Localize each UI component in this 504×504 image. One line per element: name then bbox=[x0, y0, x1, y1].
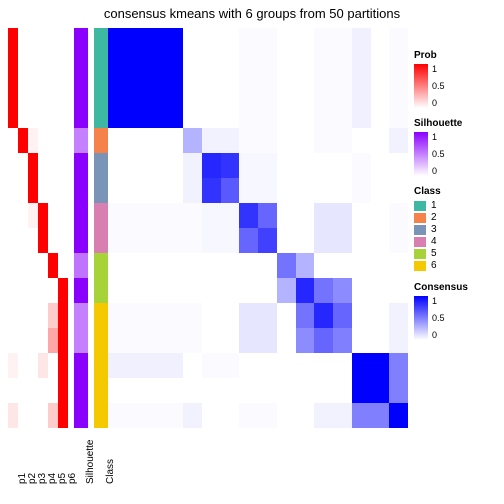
legend-sil-ticks: 10.50 bbox=[432, 132, 445, 176]
legend-cons-ticks: 10.50 bbox=[432, 296, 445, 340]
anno-col-p5 bbox=[48, 28, 58, 428]
legend-prob-title: Prob bbox=[414, 50, 500, 61]
legend-class-item: 6 bbox=[414, 260, 500, 271]
legend-cons-gradient bbox=[414, 296, 428, 340]
legend-class-item: 3 bbox=[414, 224, 500, 235]
anno-col-p6 bbox=[58, 28, 68, 428]
xlabel-class: Class bbox=[105, 459, 116, 484]
legend-sil-gradient bbox=[414, 132, 428, 176]
legend-class: Class 123456 bbox=[414, 186, 500, 272]
plot-area bbox=[8, 28, 408, 428]
legend-class-item: 4 bbox=[414, 236, 500, 247]
annotation-columns bbox=[8, 28, 108, 428]
legend-prob-ticks: 10.50 bbox=[432, 64, 445, 108]
anno-col-class bbox=[94, 28, 108, 428]
anno-col-p1 bbox=[8, 28, 18, 428]
legend-class-items: 123456 bbox=[414, 200, 500, 271]
xlabel-silhouette: Silhouette bbox=[85, 440, 96, 484]
anno-col-p3 bbox=[28, 28, 38, 428]
legend-cons: Consensus 10.50 bbox=[414, 282, 500, 340]
legend-class-item: 1 bbox=[414, 200, 500, 211]
legend-sil-title: Silhouette bbox=[414, 118, 500, 129]
legend-class-item: 5 bbox=[414, 248, 500, 259]
anno-col-p4 bbox=[38, 28, 48, 428]
legend-class-title: Class bbox=[414, 186, 500, 197]
legend-sil: Silhouette 10.50 bbox=[414, 118, 500, 176]
xlabel-p6: p6 bbox=[67, 473, 78, 484]
legends: Prob 10.50 Silhouette 10.50 Class 123456… bbox=[414, 50, 500, 340]
consensus-heatmap bbox=[108, 28, 408, 428]
legend-class-item: 2 bbox=[414, 212, 500, 223]
legend-prob-gradient bbox=[414, 64, 428, 108]
legend-cons-title: Consensus bbox=[414, 282, 500, 293]
legend-prob: Prob 10.50 bbox=[414, 50, 500, 108]
anno-col-silhouette bbox=[74, 28, 88, 428]
anno-col-p2 bbox=[18, 28, 28, 428]
page-title: consensus kmeans with 6 groups from 50 p… bbox=[0, 6, 504, 21]
